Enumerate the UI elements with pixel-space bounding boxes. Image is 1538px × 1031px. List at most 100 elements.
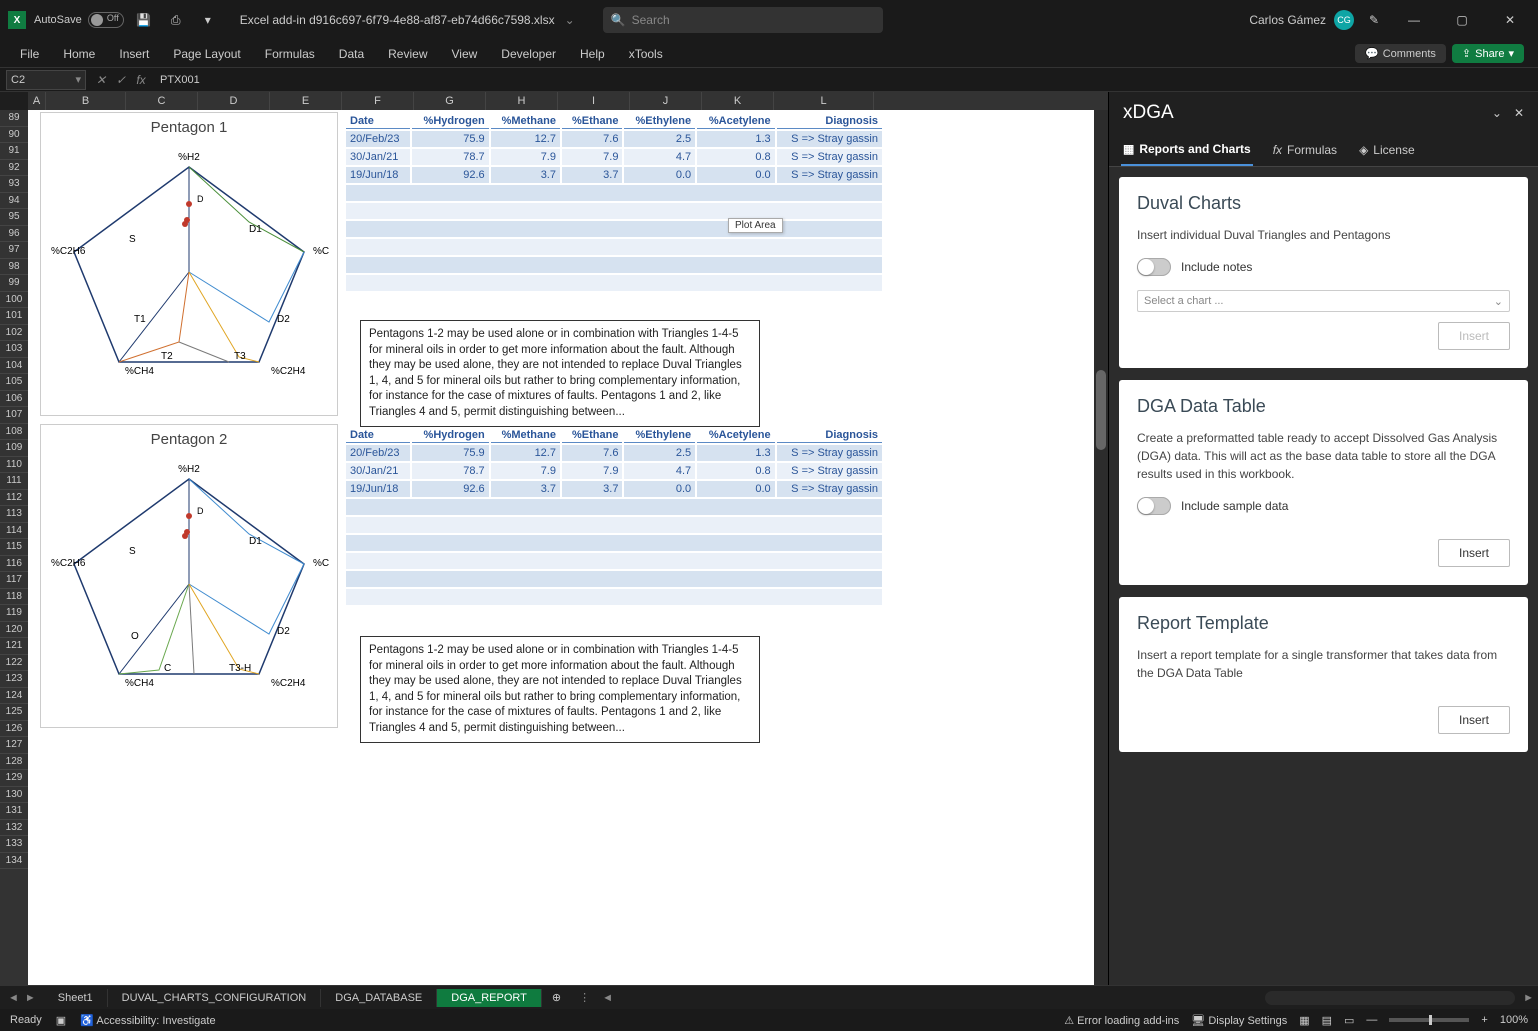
pane-tab-formulas[interactable]: fxFormulas [1271,134,1339,166]
toggle-switch-icon[interactable]: Off [88,12,124,28]
toggle-switch-icon[interactable] [1137,497,1171,515]
user-name[interactable]: Carlos Gámez [1249,13,1326,27]
qat-more-icon[interactable]: ▾ [196,8,220,32]
row-header[interactable]: 126 [0,721,28,738]
worksheet-area[interactable]: 8990919293949596979899100101102103104105… [0,92,1108,985]
row-header[interactable]: 118 [0,589,28,606]
pentagon2-chart[interactable]: Pentagon 2 %H2 %C2H2 %C2H4 %CH4 %C2H6 [40,424,338,728]
col-header[interactable]: A [28,92,46,110]
row-header[interactable]: 98 [0,259,28,276]
zoom-in-icon[interactable]: + [1481,1014,1487,1026]
view-break-icon[interactable]: ▭ [1344,1014,1354,1027]
row-header[interactable]: 132 [0,820,28,837]
col-header[interactable]: I [558,92,630,110]
row-header[interactable]: 130 [0,787,28,804]
row-header[interactable]: 108 [0,424,28,441]
new-sheet-icon[interactable]: ⊕ [542,991,571,1004]
row-header[interactable]: 105 [0,374,28,391]
include-sample-toggle[interactable]: Include sample data [1137,497,1510,515]
row-header[interactable]: 91 [0,143,28,160]
pentagon1-chart[interactable]: Pentagon 1 %H2 %C2H2 %C2H4 %CH4 %C2H6 [40,112,338,416]
scroll-left-icon[interactable]: ◄ [598,992,617,1004]
col-header[interactable]: C [126,92,198,110]
formula-input[interactable] [156,70,1538,90]
row-header[interactable]: 121 [0,638,28,655]
pane-tab-license[interactable]: ◈License [1357,134,1417,166]
col-header[interactable]: H [486,92,558,110]
insert-report-button[interactable]: Insert [1438,706,1510,734]
ribbon-tab-page-layout[interactable]: Page Layout [161,43,252,65]
coming-soon-icon[interactable]: ✎ [1362,8,1386,32]
autosave-toggle[interactable]: AutoSave Off [34,12,124,28]
row-header[interactable]: 114 [0,523,28,540]
row-header[interactable]: 134 [0,853,28,870]
grid-body[interactable]: Pentagon 1 %H2 %C2H2 %C2H4 %CH4 %C2H6 [28,110,1108,985]
row-headers[interactable]: 8990919293949596979899100101102103104105… [0,110,28,985]
row-header[interactable]: 122 [0,655,28,672]
data-table-2[interactable]: Date%Hydrogen%Methane%Ethane%Ethylene%Ac… [344,426,884,607]
row-header[interactable]: 125 [0,704,28,721]
horizontal-scrollbar[interactable] [1265,991,1515,1005]
vertical-scrollbar[interactable] [1094,110,1108,985]
row-header[interactable]: 94 [0,193,28,210]
cancel-formula-icon[interactable]: ✕ [92,73,110,87]
ribbon-tab-file[interactable]: File [8,43,51,65]
pane-tab-reports-and-charts[interactable]: ▦Reports and Charts [1121,134,1253,166]
share-button[interactable]: ⇪Share ▾ [1452,44,1524,63]
col-header[interactable]: D [198,92,270,110]
include-notes-toggle[interactable]: Include notes [1137,258,1510,276]
row-header[interactable]: 117 [0,572,28,589]
user-avatar[interactable]: CG [1334,10,1354,30]
insert-duval-button[interactable]: Insert [1438,322,1510,350]
view-normal-icon[interactable]: ▦ [1299,1014,1309,1027]
row-header[interactable]: 133 [0,836,28,853]
row-header[interactable]: 131 [0,803,28,820]
row-header[interactable]: 100 [0,292,28,309]
error-status[interactable]: ⚠ Error loading add-ins [1064,1014,1179,1027]
display-settings[interactable]: 🖥 Display Settings [1191,1014,1287,1027]
row-header[interactable]: 99 [0,275,28,292]
zoom-slider[interactable] [1389,1018,1469,1022]
sheet-tab[interactable]: DUVAL_CHARTS_CONFIGURATION [108,989,322,1007]
sheet-tab[interactable]: Sheet1 [44,989,108,1007]
row-header[interactable]: 123 [0,671,28,688]
ribbon-tab-view[interactable]: View [440,43,490,65]
row-header[interactable]: 113 [0,506,28,523]
pane-collapse-icon[interactable]: ⌄ [1492,106,1502,120]
column-headers[interactable]: ABCDEFGHIJKL [28,92,1108,110]
ribbon-tab-data[interactable]: Data [327,43,376,65]
row-header[interactable]: 107 [0,407,28,424]
row-header[interactable]: 96 [0,226,28,243]
ribbon-tab-formulas[interactable]: Formulas [253,43,327,65]
ribbon-tab-developer[interactable]: Developer [489,43,568,65]
fx-icon[interactable]: fx [132,73,150,87]
comments-button[interactable]: 💬Comments [1355,44,1446,63]
row-header[interactable]: 102 [0,325,28,342]
macro-record-icon[interactable]: ▣ [56,1014,66,1027]
row-header[interactable]: 127 [0,737,28,754]
row-header[interactable]: 104 [0,358,28,375]
row-header[interactable]: 101 [0,308,28,325]
row-header[interactable]: 103 [0,341,28,358]
ribbon-tab-review[interactable]: Review [376,43,439,65]
toggle-switch-icon[interactable] [1137,258,1171,276]
zoom-out-icon[interactable]: — [1366,1014,1377,1026]
ribbon-tab-xtools[interactable]: xTools [617,43,675,65]
save-icon[interactable]: 💾 [132,8,156,32]
search-box[interactable]: 🔍 Search [603,7,883,33]
view-layout-icon[interactable]: ▤ [1322,1014,1332,1027]
insert-dga-button[interactable]: Insert [1438,539,1510,567]
ribbon-tab-insert[interactable]: Insert [107,43,161,65]
enter-formula-icon[interactable]: ✓ [112,73,130,87]
zoom-level[interactable]: 100% [1500,1014,1528,1026]
row-header[interactable]: 124 [0,688,28,705]
row-header[interactable]: 95 [0,209,28,226]
col-header[interactable]: E [270,92,342,110]
row-header[interactable]: 110 [0,457,28,474]
row-header[interactable]: 92 [0,160,28,177]
row-header[interactable]: 97 [0,242,28,259]
row-header[interactable]: 106 [0,391,28,408]
filename-chevron-icon[interactable]: ⌄ [565,13,575,27]
chart-select[interactable]: Select a chart ... ⌄ [1137,290,1510,312]
quick-access-icon[interactable]: ⎙ [164,8,188,32]
